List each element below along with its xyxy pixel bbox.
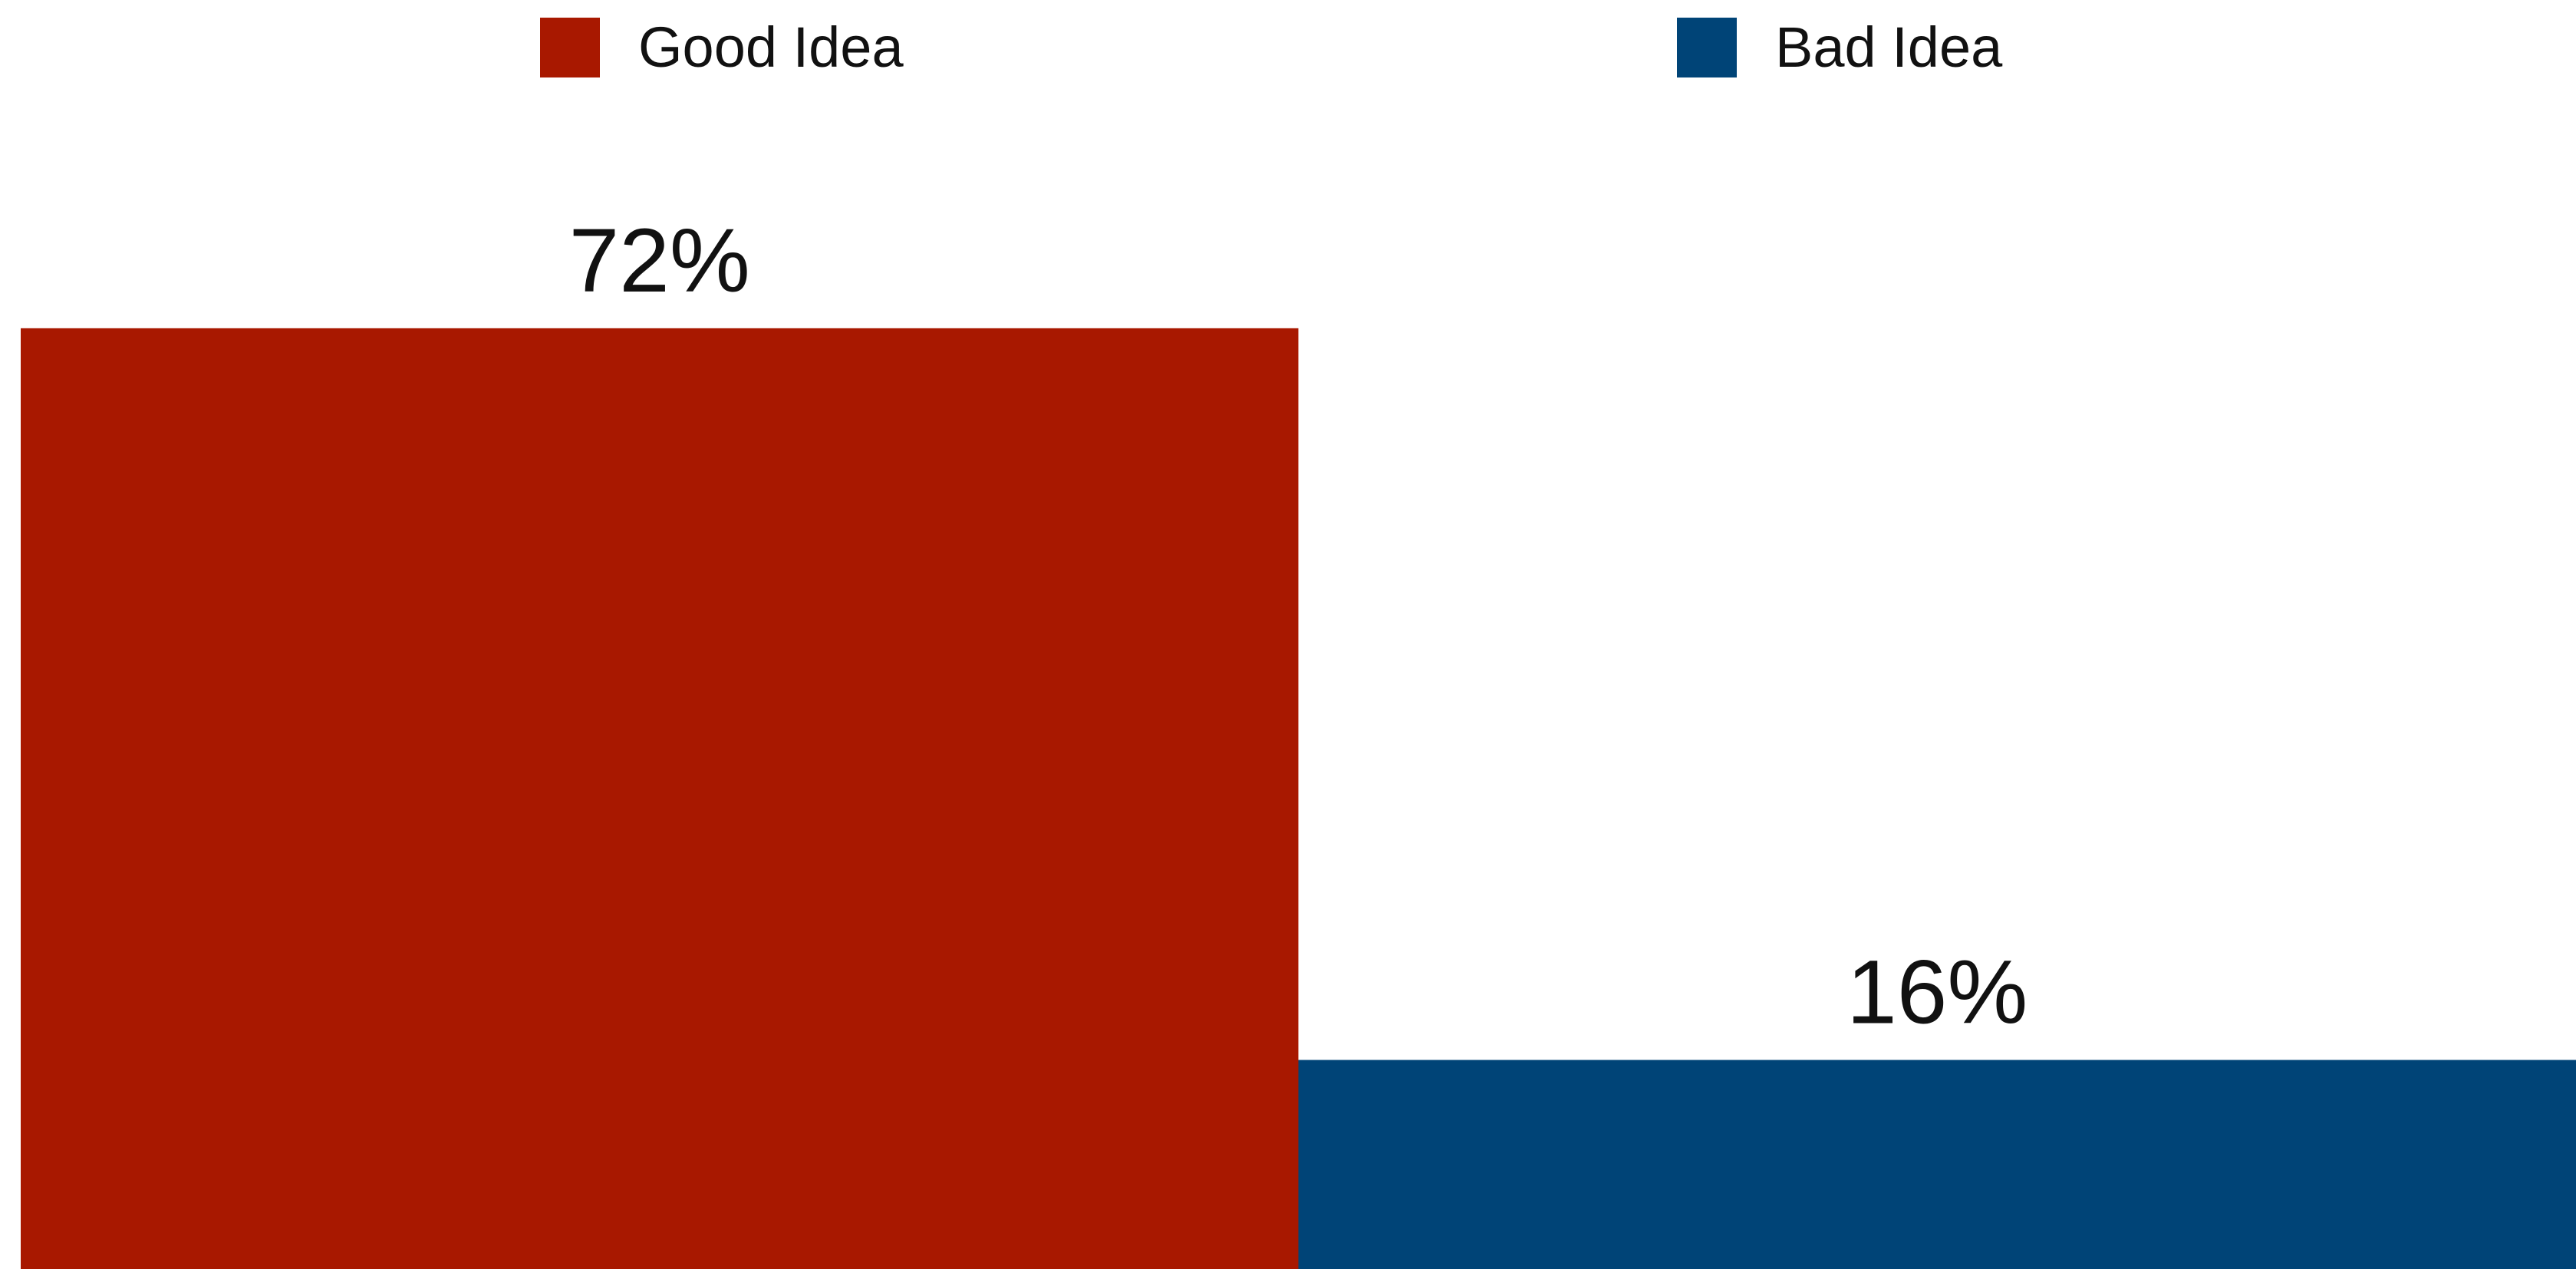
chart-legend: Good Idea Bad Idea bbox=[0, 0, 2576, 100]
bar-good-idea bbox=[21, 328, 1299, 1269]
legend-label-good-idea: Good Idea bbox=[638, 15, 904, 79]
legend-swatch-good-idea bbox=[540, 18, 600, 77]
data-label-bad-idea: 16% bbox=[1846, 942, 2028, 1043]
bar-bad-idea bbox=[1298, 1060, 2576, 1269]
legend-item-good-idea: Good Idea bbox=[540, 17, 904, 78]
data-label-good-idea: 72% bbox=[569, 210, 750, 311]
legend-swatch-bad-idea bbox=[1677, 18, 1737, 77]
legend-label-bad-idea: Bad Idea bbox=[1775, 15, 2003, 79]
legend-item-bad-idea: Bad Idea bbox=[1677, 17, 2002, 78]
